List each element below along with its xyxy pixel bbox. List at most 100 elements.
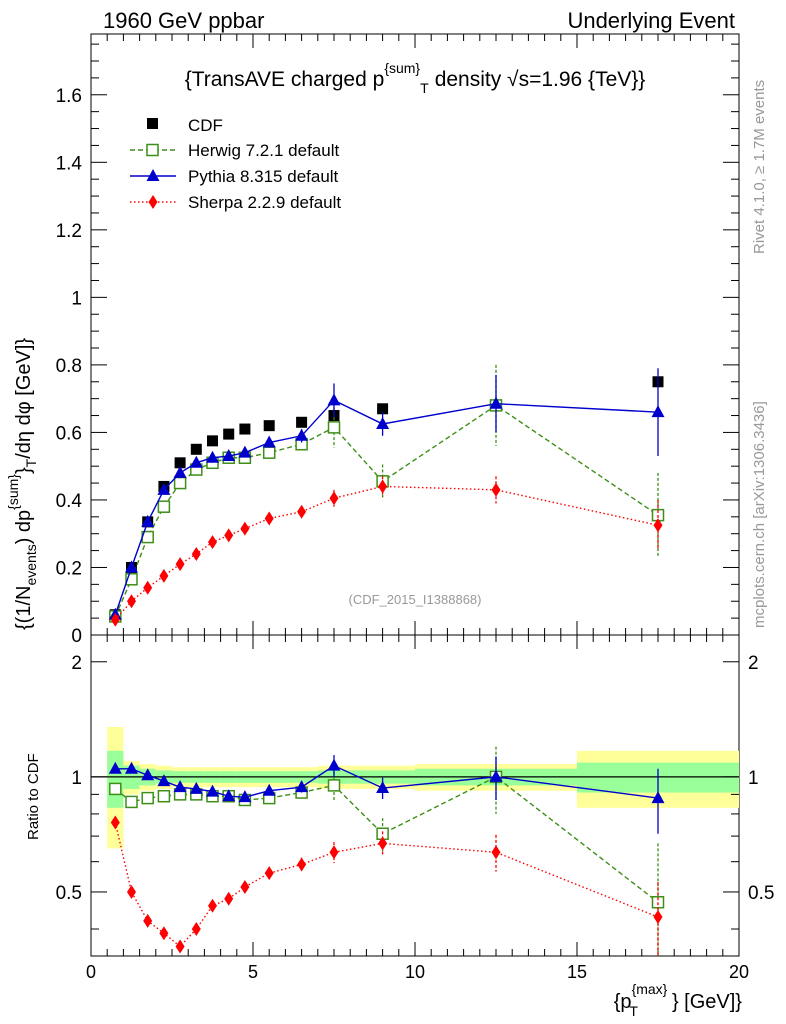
data-point-sherpa bbox=[175, 557, 185, 572]
data-point-sherpa bbox=[653, 518, 663, 533]
y-tick-label: 0.8 bbox=[56, 356, 82, 377]
ratio-y-tick-label-right: 2 bbox=[748, 653, 759, 674]
header-right-label: Underlying Event bbox=[567, 8, 735, 33]
y-label-part3: } bbox=[13, 467, 35, 474]
ratio-y-tick-label-right: 1 bbox=[748, 768, 759, 789]
data-point-herwig-ratio bbox=[141, 791, 154, 805]
data-point-pythia bbox=[141, 514, 155, 527]
data-point-cdf bbox=[190, 443, 202, 455]
rivet-version-label: Rivet 4.1.0, ≥ 1.7M events bbox=[751, 80, 768, 254]
data-point-sherpa-ratio bbox=[159, 926, 169, 941]
data-point-sherpa bbox=[224, 528, 234, 543]
data-point-cdf bbox=[377, 403, 389, 415]
y-label-sup2: {sum} bbox=[5, 474, 21, 510]
y-tick-label: 0.2 bbox=[56, 558, 82, 579]
analysis-watermark: (CDF_2015_I1388868) bbox=[349, 592, 482, 607]
data-point-pythia bbox=[222, 449, 236, 462]
x-tick-label: 15 bbox=[567, 962, 587, 982]
data-point-herwig bbox=[327, 421, 341, 434]
data-point-pythia-ratio bbox=[238, 790, 252, 803]
data-point-herwig-ratio bbox=[125, 795, 138, 809]
x-label-part2: } [GeV]} bbox=[672, 991, 742, 1013]
legend-herwig-marker bbox=[146, 143, 159, 157]
ratio-y-tick-label-left: 0.5 bbox=[56, 883, 82, 904]
data-point-sherpa bbox=[378, 479, 388, 494]
chart-title-sub: T bbox=[420, 80, 429, 96]
y-axis-label: {(1/Nevents) dp{sum}}T/dη dφ [GeV]} bbox=[5, 338, 39, 630]
data-point-pythia bbox=[206, 450, 219, 463]
mcplots-label: mcplots.cern.ch [arXiv:1306.3436] bbox=[751, 401, 768, 628]
series-line-herwig bbox=[114, 404, 659, 617]
data-point-herwig bbox=[173, 476, 187, 490]
series-line-sherpa-ratio bbox=[114, 822, 659, 948]
data-point-sherpa-ratio bbox=[491, 845, 501, 860]
data-point-pythia-ratio bbox=[173, 780, 187, 793]
x-tick-label: 20 bbox=[729, 962, 749, 982]
data-point-herwig bbox=[157, 500, 171, 513]
y-label-part4: /dη dφ [GeV]} bbox=[13, 338, 35, 459]
legend-label-sherpa: Sherpa 2.2.9 default bbox=[188, 193, 341, 212]
data-point-sherpa-ratio bbox=[110, 815, 120, 830]
data-point-pythia bbox=[376, 416, 390, 429]
data-point-sherpa bbox=[127, 594, 136, 609]
y-label-sub1: events bbox=[23, 544, 39, 585]
chart-title-sup: {sum} bbox=[384, 60, 420, 76]
data-point-pythia-ratio bbox=[651, 791, 665, 804]
data-point-sherpa bbox=[208, 535, 217, 550]
ratio-band-inner bbox=[107, 750, 124, 808]
ratio-y-tick-label-left: 1 bbox=[71, 768, 82, 789]
data-point-pythia bbox=[489, 396, 503, 409]
legend-label-pythia: Pythia 8.315 default bbox=[188, 167, 339, 186]
x-tick-label: 0 bbox=[86, 962, 96, 982]
data-point-sherpa-ratio bbox=[175, 939, 185, 954]
data-point-pythia-ratio bbox=[141, 768, 155, 781]
data-point-pythia-ratio bbox=[108, 761, 122, 774]
data-point-sherpa bbox=[143, 580, 153, 595]
data-point-herwig bbox=[125, 573, 138, 586]
y-label-part1: {(1/N bbox=[13, 586, 35, 630]
data-point-sherpa bbox=[110, 612, 120, 627]
data-point-pythia-ratio bbox=[157, 774, 171, 787]
data-point-cdf bbox=[263, 420, 275, 432]
data-point-sherpa-ratio bbox=[224, 891, 234, 906]
legend-label-cdf: CDF bbox=[188, 116, 223, 135]
data-point-pythia-ratio bbox=[327, 758, 341, 771]
data-point-sherpa bbox=[240, 521, 250, 536]
data-point-cdf bbox=[207, 435, 218, 447]
series-line-sherpa bbox=[114, 485, 659, 621]
data-point-sherpa bbox=[329, 491, 339, 506]
data-point-sherpa-ratio bbox=[143, 913, 153, 928]
data-point-sherpa-ratio bbox=[240, 880, 250, 895]
data-point-sherpa-ratio bbox=[378, 836, 388, 851]
data-point-pythia bbox=[327, 393, 341, 406]
data-point-sherpa-ratio bbox=[329, 845, 339, 860]
data-point-pythia bbox=[295, 428, 309, 441]
legend-pythia-marker bbox=[146, 169, 160, 181]
x-tick-label: 10 bbox=[405, 962, 425, 982]
y-tick-label: 0.4 bbox=[56, 491, 83, 512]
legend-label-herwig: Herwig 7.2.1 default bbox=[188, 141, 339, 160]
data-point-pythia-ratio bbox=[189, 781, 203, 794]
data-point-pythia bbox=[238, 445, 252, 458]
legend-sherpa-marker bbox=[148, 195, 158, 209]
data-point-pythia bbox=[125, 560, 138, 573]
data-point-pythia bbox=[173, 465, 187, 478]
data-point-cdf bbox=[296, 416, 308, 428]
y-label-part2: ) dp bbox=[13, 510, 35, 544]
chart-title-tail: density √s=1.96 {TeV}} bbox=[435, 68, 646, 91]
data-point-cdf bbox=[239, 423, 251, 435]
data-point-pythia bbox=[651, 405, 665, 418]
data-point-sherpa-ratio bbox=[127, 884, 136, 899]
y-tick-label: 1 bbox=[71, 288, 82, 309]
series-layer bbox=[108, 364, 665, 956]
legend-cdf-marker bbox=[147, 118, 158, 129]
y-tick-label: 1.2 bbox=[56, 221, 82, 242]
data-point-sherpa bbox=[264, 511, 274, 526]
data-point-pythia-ratio bbox=[206, 784, 219, 797]
data-point-herwig-ratio bbox=[327, 779, 341, 792]
y-label-sub3: T bbox=[23, 458, 39, 467]
data-point-sherpa-ratio bbox=[264, 866, 274, 881]
chart-title: {TransAVE charged p{sum}T density √s=1.96… bbox=[185, 60, 646, 96]
x-label-sub: T bbox=[629, 1003, 638, 1019]
